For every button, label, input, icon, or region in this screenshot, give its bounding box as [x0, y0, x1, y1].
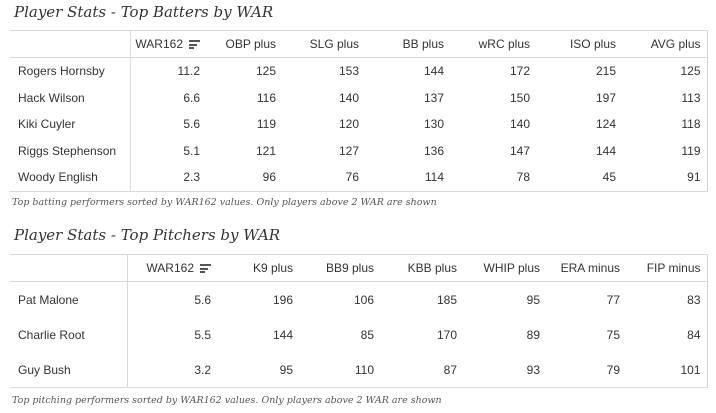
player-name-cell: Charlie Root [10, 317, 128, 352]
stat-cell: 78 [450, 164, 536, 192]
stat-cell: 116 [256, 90, 276, 105]
pitchers-col-fip[interactable]: FIP minus [626, 254, 707, 282]
stat-cell: 5.6 [183, 117, 200, 132]
stat-cell: 185 [436, 292, 457, 307]
pitchers-table: WAR162 K9 plus BB9 plus KBB plus WHIP pl… [10, 254, 708, 388]
player-name-cell: Rogers Hornsby [10, 57, 131, 85]
pitchers-col-bb9[interactable]: BB9 plus [299, 254, 380, 282]
stat-cell: 95 [217, 352, 299, 388]
stat-cell: 6.6 [183, 90, 200, 105]
table-row: Guy Bush 3.2 95 110 87 93 79 101 [10, 352, 707, 388]
stat-cell: 144 [595, 143, 616, 158]
stat-cell: 5.5 [194, 327, 211, 342]
table-row: Kiki Cuyler 5.6 119 120 130 140 124 118 [10, 111, 707, 138]
batters-title: Player Stats - Top Batters by WAR [14, 3, 274, 21]
stat-cell: 101 [626, 352, 707, 388]
table-row: Charlie Root 5.5 144 85 170 89 75 84 [10, 317, 707, 352]
sort-descending-icon[interactable] [189, 40, 200, 50]
stat-cell: 140 [509, 117, 530, 132]
pitchers-col-era[interactable]: ERA minus [546, 254, 626, 282]
stat-cell: 120 [338, 117, 359, 132]
stat-cell: 87 [380, 352, 463, 388]
batters-col-player [10, 30, 131, 58]
stat-cell: 136 [423, 143, 444, 158]
batters-col-obp[interactable]: OBP plus [206, 30, 282, 58]
stat-cell: 147 [509, 143, 530, 158]
stat-cell: 125 [680, 64, 701, 79]
stat-cell: 75 [606, 327, 620, 342]
sort-descending-icon[interactable] [200, 264, 211, 274]
batters-table: WAR162 OBP plus SLG plus BB plus wRC plu… [10, 30, 708, 192]
stat-cell: 3.2 [127, 352, 217, 388]
stat-cell: 2.3 [130, 164, 206, 192]
stat-cell: 197 [595, 90, 616, 105]
player-name-cell: Kiki Cuyler [10, 111, 131, 138]
stat-cell: 196 [272, 292, 293, 307]
stat-cell: 137 [423, 90, 444, 105]
stat-cell: 215 [595, 64, 616, 79]
player-name-cell: Woody English [10, 164, 131, 192]
stat-cell: 93 [463, 352, 546, 388]
table-row: Pat Malone 5.6 196 106 185 95 77 83 [10, 281, 707, 317]
pitchers-header-row: WAR162 K9 plus BB9 plus KBB plus WHIP pl… [10, 254, 707, 282]
stat-cell: 76 [282, 164, 365, 192]
batters-col-bb[interactable]: BB plus [365, 30, 450, 58]
player-name-cell: Riggs Stephenson [10, 137, 131, 164]
stat-cell: 118 [681, 117, 701, 132]
stat-cell: 110 [299, 352, 380, 388]
stat-cell: 140 [338, 90, 359, 105]
table-row: Rogers Hornsby 11.2 125 153 144 172 215 125 [10, 57, 707, 85]
stat-cell: 144 [272, 327, 293, 342]
player-name-cell: Guy Bush [10, 352, 128, 388]
stat-cell: 106 [353, 292, 374, 307]
pitchers-col-kbb[interactable]: KBB plus [380, 254, 463, 282]
stat-cell: 119 [681, 143, 701, 158]
player-name-cell: Pat Malone [10, 281, 128, 317]
stat-cell: 144 [423, 64, 444, 79]
stat-cell: 150 [509, 90, 530, 105]
pitchers-col-k9[interactable]: K9 plus [217, 254, 299, 282]
stat-cell: 113 [681, 90, 701, 105]
stat-cell: 45 [536, 164, 622, 192]
table-row: Riggs Stephenson 5.1 121 127 136 147 144 119 [10, 137, 707, 164]
batters-col-war162[interactable]: WAR162 [130, 30, 206, 58]
batters-caption: Top batting performers sorted by WAR162 … [12, 197, 437, 208]
pitchers-col-player [10, 254, 128, 282]
stat-cell: 95 [526, 292, 540, 307]
stat-cell: 170 [436, 327, 457, 342]
stat-cell: 114 [365, 164, 450, 192]
stat-cell: 172 [509, 64, 530, 79]
stat-cell: 121 [255, 143, 276, 158]
batters-header-row: WAR162 OBP plus SLG plus BB plus wRC plu… [10, 30, 707, 58]
table-row: Woody English 2.3 96 76 114 78 45 91 [10, 164, 707, 192]
table-row: Hack Wilson 6.6 116 140 137 150 197 113 [10, 84, 707, 111]
stat-cell: 5.6 [194, 292, 211, 307]
stat-cell: 89 [526, 327, 540, 342]
stat-cell: 130 [423, 117, 444, 132]
stat-cell: 11.2 [177, 64, 200, 79]
stat-cell: 127 [338, 143, 359, 158]
stat-cell: 77 [606, 292, 620, 307]
stat-cell: 153 [338, 64, 359, 79]
stat-cell: 124 [595, 117, 616, 132]
stat-cell: 83 [687, 292, 701, 307]
stat-cell: 79 [546, 352, 626, 388]
player-name-cell: Hack Wilson [10, 84, 131, 111]
stat-cell: 96 [206, 164, 282, 192]
batters-col-iso[interactable]: ISO plus [536, 30, 622, 58]
batters-col-avg[interactable]: AVG plus [622, 30, 707, 58]
pitchers-title: Player Stats - Top Pitchers by WAR [14, 226, 281, 244]
stat-cell: 85 [360, 327, 374, 342]
stat-cell: 84 [687, 327, 701, 342]
batters-col-wrc[interactable]: wRC plus [450, 30, 536, 58]
stat-cell: 125 [255, 64, 276, 79]
pitchers-col-war162[interactable]: WAR162 [127, 254, 217, 282]
stat-cell: 91 [622, 164, 707, 192]
stat-cell: 119 [256, 117, 276, 132]
pitchers-caption: Top pitching performers sorted by WAR162… [12, 395, 442, 406]
pitchers-col-whip[interactable]: WHIP plus [463, 254, 546, 282]
batters-col-slg[interactable]: SLG plus [282, 30, 365, 58]
stat-cell: 5.1 [183, 143, 200, 158]
